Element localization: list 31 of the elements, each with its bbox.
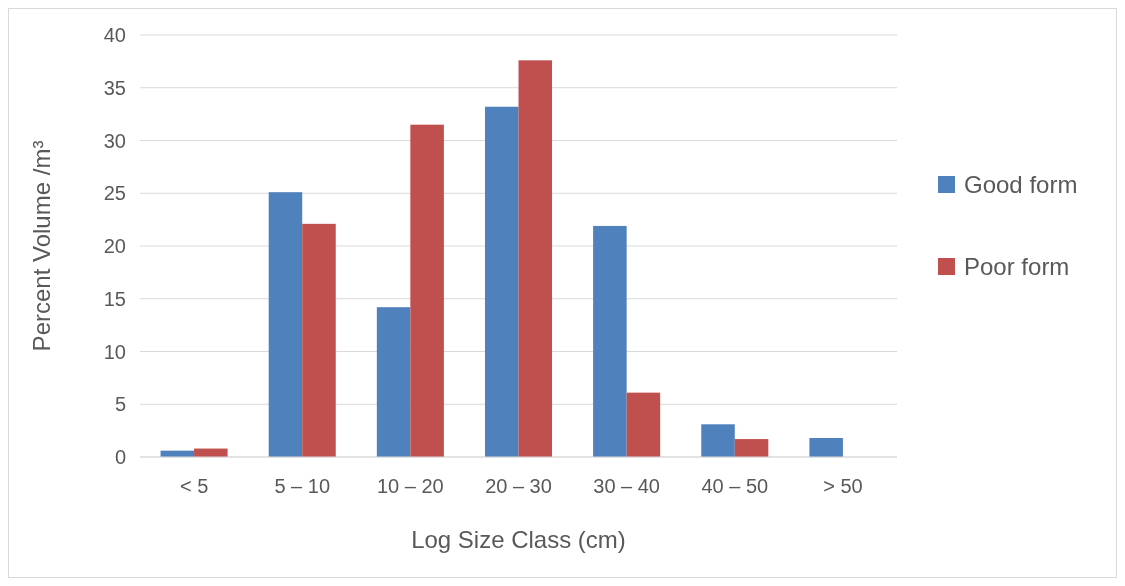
x-tick-label: > 50	[823, 475, 863, 497]
y-tick-label: 20	[103, 235, 126, 257]
legend-label: Poor form	[964, 253, 1070, 281]
y-tick-label: 10	[103, 340, 126, 363]
y-tick-label: 5	[114, 393, 126, 416]
y-tick-label: 0	[114, 446, 126, 468]
x-tick-label: 40 – 50	[701, 475, 769, 497]
bar	[376, 307, 411, 457]
y-tick-label: 15	[103, 287, 126, 310]
x-axis-title: Log Size Class (cm)	[411, 526, 626, 553]
x-tick-label: 10 – 20	[376, 475, 444, 497]
x-tick-label: 5 – 10	[274, 475, 331, 497]
bar	[593, 225, 627, 457]
bar	[410, 124, 444, 457]
y-axis-title: Percent Volume /m³	[28, 140, 55, 352]
bar	[484, 106, 519, 457]
legend-label: Good form	[964, 171, 1078, 199]
bar	[701, 424, 735, 457]
x-tick-label: 30 – 40	[593, 475, 661, 497]
y-tick-label: 25	[103, 182, 126, 205]
bar	[626, 392, 661, 457]
bar	[518, 60, 553, 457]
bar	[302, 223, 336, 457]
x-tick-label: 20 – 30	[485, 475, 552, 497]
bar	[268, 192, 303, 457]
x-tick-label: < 5	[179, 475, 209, 497]
y-tick-label: 30	[103, 129, 126, 152]
bar	[734, 439, 769, 457]
bar	[809, 438, 843, 457]
y-tick-label: 40	[103, 24, 126, 46]
y-tick-label: 35	[103, 76, 126, 99]
